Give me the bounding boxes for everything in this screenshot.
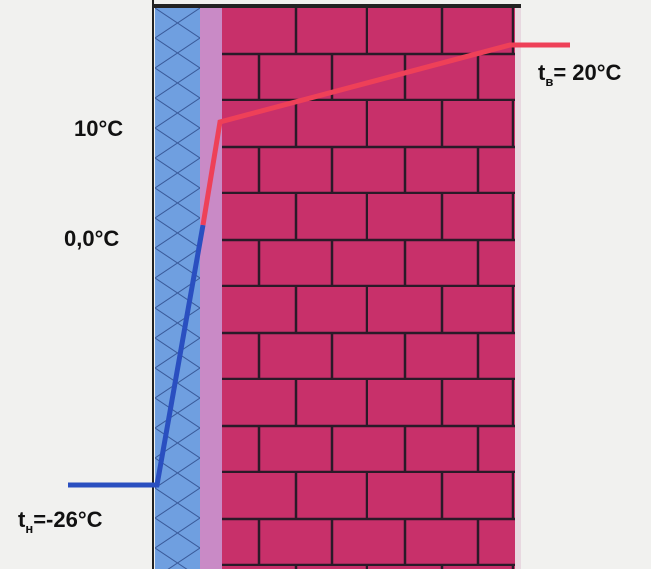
subscript: н — [25, 521, 33, 536]
warm-profile — [200, 42, 570, 226]
inner-finish — [515, 8, 521, 569]
mark-label: 0,0°C — [64, 226, 119, 251]
brick-wall — [222, 8, 515, 569]
symbol: t — [18, 507, 26, 532]
outside-temp: tн=-26°C — [18, 507, 103, 536]
inside-temp: tв= 20°C — [538, 60, 622, 89]
plaster-layer — [200, 8, 222, 569]
subscript: в — [545, 74, 553, 89]
mark-label: 10°C — [74, 116, 123, 141]
symbol: t — [538, 60, 546, 85]
value: = 20°C — [553, 60, 621, 85]
value: =-26°C — [33, 507, 102, 532]
cold-profile — [68, 224, 206, 488]
